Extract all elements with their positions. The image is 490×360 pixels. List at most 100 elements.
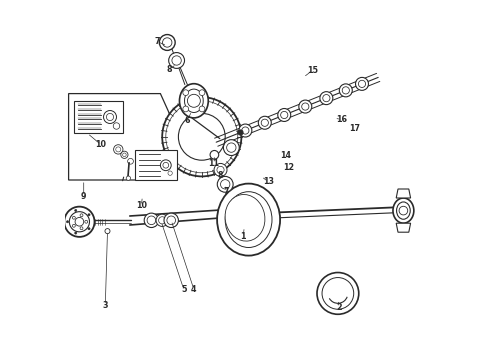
Circle shape: [105, 229, 110, 234]
Polygon shape: [69, 94, 180, 180]
Circle shape: [199, 106, 205, 112]
Circle shape: [88, 228, 90, 230]
Circle shape: [69, 212, 90, 232]
Circle shape: [183, 90, 189, 95]
Circle shape: [106, 113, 114, 121]
Ellipse shape: [217, 184, 280, 256]
Ellipse shape: [225, 192, 272, 248]
Circle shape: [166, 101, 238, 173]
Circle shape: [242, 127, 249, 134]
Circle shape: [88, 214, 90, 216]
Circle shape: [317, 273, 359, 314]
Text: 12: 12: [283, 163, 294, 172]
Circle shape: [183, 106, 189, 112]
Text: 10: 10: [96, 140, 106, 149]
Circle shape: [163, 162, 169, 168]
Circle shape: [358, 80, 366, 87]
Ellipse shape: [393, 198, 414, 223]
Circle shape: [178, 113, 225, 160]
Text: 9: 9: [81, 192, 86, 201]
Circle shape: [238, 130, 243, 135]
Text: 8: 8: [167, 65, 172, 74]
Ellipse shape: [396, 202, 410, 219]
Circle shape: [113, 123, 120, 129]
Circle shape: [156, 214, 169, 226]
Circle shape: [281, 111, 288, 118]
Circle shape: [85, 220, 88, 223]
Circle shape: [80, 214, 83, 217]
Circle shape: [187, 94, 200, 107]
Circle shape: [399, 206, 408, 215]
Ellipse shape: [179, 84, 208, 118]
Text: 6: 6: [185, 116, 190, 125]
Circle shape: [73, 216, 75, 219]
Text: 2: 2: [337, 303, 342, 312]
Circle shape: [217, 176, 233, 192]
Circle shape: [239, 124, 252, 137]
Circle shape: [74, 232, 77, 234]
Text: 1: 1: [241, 233, 246, 241]
Circle shape: [356, 77, 368, 90]
Circle shape: [342, 87, 349, 94]
Circle shape: [122, 153, 126, 157]
Text: 7: 7: [223, 187, 229, 197]
Circle shape: [168, 171, 172, 175]
Circle shape: [127, 158, 133, 164]
Text: 5: 5: [181, 285, 187, 294]
Circle shape: [299, 100, 312, 113]
Text: 8: 8: [218, 171, 223, 180]
Circle shape: [217, 166, 224, 174]
Circle shape: [199, 90, 205, 95]
Circle shape: [74, 210, 77, 212]
Circle shape: [172, 56, 181, 65]
Circle shape: [210, 150, 219, 159]
Circle shape: [126, 176, 130, 180]
FancyBboxPatch shape: [135, 150, 176, 180]
Circle shape: [67, 221, 69, 223]
Text: 16: 16: [336, 115, 347, 124]
Circle shape: [144, 213, 159, 228]
Polygon shape: [396, 189, 411, 198]
Circle shape: [220, 180, 230, 189]
Circle shape: [159, 217, 166, 224]
Circle shape: [73, 224, 75, 227]
Circle shape: [103, 111, 117, 123]
Text: 7: 7: [154, 37, 160, 46]
FancyBboxPatch shape: [74, 101, 122, 133]
Circle shape: [121, 151, 128, 158]
Circle shape: [159, 35, 175, 50]
Circle shape: [214, 163, 227, 176]
Text: 14: 14: [281, 151, 292, 160]
Circle shape: [167, 216, 175, 225]
Circle shape: [164, 213, 178, 228]
Text: 3: 3: [102, 301, 108, 310]
Circle shape: [322, 278, 354, 309]
Circle shape: [147, 216, 156, 225]
Circle shape: [258, 116, 271, 129]
Circle shape: [75, 217, 84, 226]
Circle shape: [320, 92, 333, 105]
Text: 17: 17: [349, 124, 360, 133]
Circle shape: [339, 84, 352, 97]
Circle shape: [223, 140, 239, 156]
Text: 11: 11: [209, 159, 220, 168]
Circle shape: [278, 108, 291, 121]
Ellipse shape: [225, 194, 265, 241]
Circle shape: [114, 145, 123, 154]
Circle shape: [80, 227, 83, 230]
Circle shape: [160, 160, 171, 171]
Circle shape: [64, 207, 95, 237]
Text: 4: 4: [191, 285, 196, 294]
Circle shape: [116, 147, 121, 152]
Text: 15: 15: [307, 66, 318, 75]
Text: 13: 13: [263, 177, 274, 186]
Text: 10: 10: [136, 202, 147, 210]
Circle shape: [162, 97, 242, 176]
Ellipse shape: [185, 89, 203, 112]
Circle shape: [163, 38, 172, 47]
Circle shape: [227, 143, 236, 152]
Circle shape: [302, 103, 309, 110]
Circle shape: [323, 95, 330, 102]
Circle shape: [261, 119, 269, 126]
Polygon shape: [396, 223, 411, 232]
